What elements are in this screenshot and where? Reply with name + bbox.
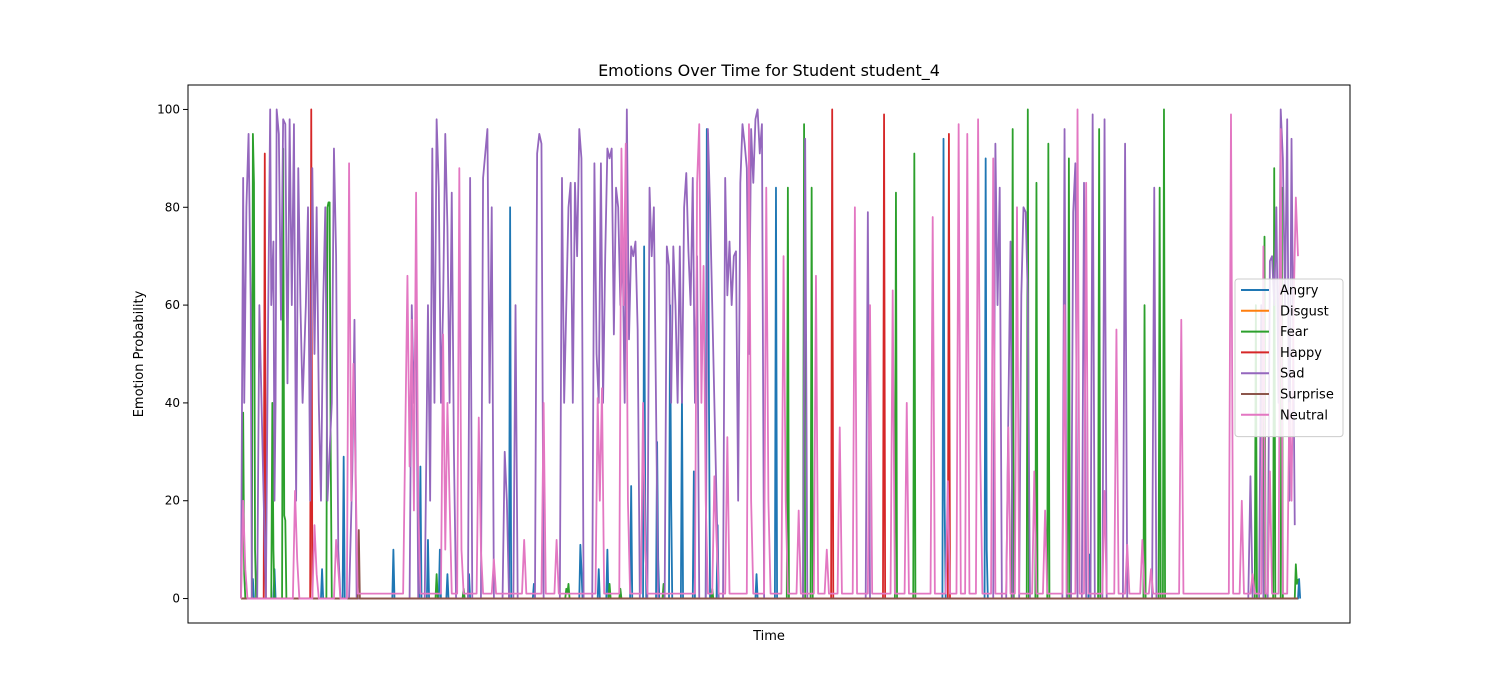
- y-tick-label: 80: [165, 200, 180, 214]
- x-axis-label: Time: [752, 629, 785, 644]
- y-tick-label: 60: [165, 298, 180, 312]
- plot-area: [240, 108, 1302, 600]
- y-tick-label: 100: [157, 102, 180, 116]
- legend-label-fear: Fear: [1280, 325, 1309, 340]
- chart-title: Emotions Over Time for Student student_4: [598, 61, 940, 81]
- y-axis-label: Emotion Probability: [132, 290, 147, 417]
- legend-label-angry: Angry: [1280, 284, 1319, 299]
- y-tick-label: 0: [172, 592, 180, 606]
- legend-label-surprise: Surprise: [1280, 388, 1334, 403]
- y-axis: 0 20 40 60 80 100: [157, 102, 188, 606]
- legend-label-happy: Happy: [1280, 346, 1322, 361]
- legend-label-neutral: Neutral: [1280, 408, 1328, 423]
- plot-frame: [187, 84, 1351, 624]
- legend-label-disgust: Disgust: [1280, 304, 1329, 319]
- series-line-happy: [241, 108, 1298, 600]
- y-tick-label: 40: [165, 396, 180, 410]
- series-line-neutral: [240, 108, 1299, 600]
- y-tick-label: 20: [165, 494, 180, 508]
- legend[interactable]: Angry Disgust Fear Happy Sad Surprise Neutral: [1234, 278, 1344, 438]
- legend-label-sad: Sad: [1280, 367, 1304, 382]
- legend-box: [1234, 278, 1344, 438]
